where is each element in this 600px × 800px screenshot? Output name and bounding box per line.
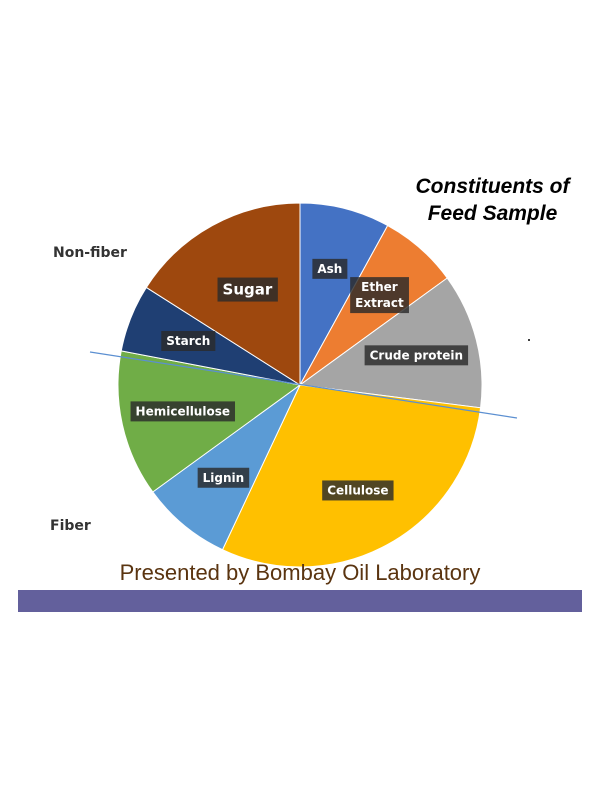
footer-bar (18, 590, 582, 612)
slice-label-background (312, 258, 348, 279)
slice-crude-protein (298, 277, 483, 409)
slice-labels: Ash Ether Extract Crude protein Cellulose Lig… (130, 258, 469, 501)
slice-label-text: Crude protein (370, 348, 463, 362)
slice-label-text: Sugar (223, 281, 273, 299)
slice-label-text: Cellulose (327, 483, 388, 497)
slice-label-text: Hemicellulose (136, 404, 230, 418)
group-label-non-fiber: Non-fiber (53, 245, 127, 261)
slice-label-hemicellulose: Hemicellulose (130, 401, 236, 422)
fiber-divider-line (89, 351, 518, 419)
slice-label-text: Ether Extract (355, 280, 404, 310)
footer-text: Presented by Bombay Oil Laboratory (119, 560, 481, 585)
slice-label-text: Ash (317, 262, 342, 276)
slice-label-cellulose: Cellulose (322, 480, 394, 501)
slice-label-background (130, 401, 236, 422)
stray-dot (528, 339, 530, 341)
slice-cellulose (221, 384, 482, 568)
slice-label-background (161, 330, 216, 351)
slice-label-lignin: Lignin (197, 467, 250, 488)
slice-label-starch: Starch (161, 330, 216, 351)
slice-lignin (152, 384, 301, 551)
slice-label-background (197, 467, 250, 488)
slice-label-background (322, 480, 394, 501)
slice-label-background (217, 277, 278, 302)
chart-title: Constituents of Feed Sample (385, 173, 600, 227)
slice-label-crude-protein: Crude protein (364, 345, 469, 366)
group-label-fiber: Fiber (50, 518, 91, 534)
slice-label-ether-extract: Ether Extract (350, 277, 409, 314)
slice-label-background (364, 345, 469, 366)
slice-label-text: Lignin (203, 471, 245, 485)
chart-title-line-1: Constituents of (415, 175, 570, 198)
slice-ash (299, 202, 389, 386)
slice-label-background (350, 277, 409, 314)
slice-label-ash: Ash (312, 258, 348, 279)
slice-label-sugar: Sugar (217, 277, 278, 302)
slice-hemicellulose (117, 350, 302, 493)
chart-title-line-2: Feed Sample (427, 202, 558, 225)
slice-label-text: Starch (166, 334, 210, 348)
